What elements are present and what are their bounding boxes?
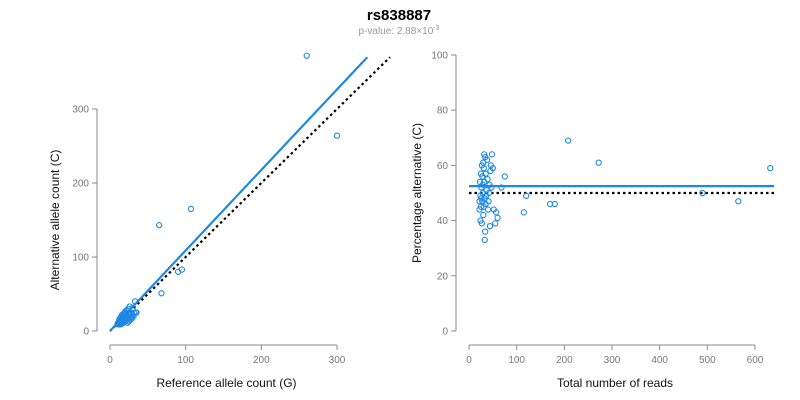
- p-value-exponent: -3: [433, 25, 439, 32]
- y-tick-label: 0: [442, 327, 448, 338]
- data-point: [129, 304, 136, 312]
- data-point: [478, 162, 486, 169]
- data-point: [130, 313, 137, 320]
- data-point: [735, 198, 742, 205]
- data-point: [156, 222, 163, 229]
- data-point: [501, 173, 508, 180]
- x-tick-label: 600: [747, 355, 764, 366]
- data-point: [498, 184, 505, 191]
- y-tick-label: 40: [437, 216, 449, 227]
- data-point: [487, 167, 494, 175]
- y-tick-label: 80: [437, 106, 449, 117]
- p-value-subtitle: p-value: 2.88×10-3: [358, 25, 439, 37]
- data-point: [546, 200, 554, 208]
- data-point: [523, 192, 530, 199]
- data-point: [476, 206, 483, 213]
- data-point: [520, 209, 527, 216]
- data-point: [131, 298, 139, 305]
- y-tick-label: 100: [431, 51, 448, 62]
- p-value-text: p-value: 2.88×10: [358, 26, 433, 37]
- x-tick-label: 100: [508, 355, 525, 366]
- data-point: [481, 151, 488, 158]
- data-point: [333, 132, 341, 139]
- x-tick-label: 400: [651, 355, 668, 366]
- x-tick-label: 200: [556, 355, 573, 366]
- data-point: [476, 178, 484, 186]
- x-tick-label: 0: [107, 355, 113, 366]
- data-point: [481, 236, 488, 244]
- data-point: [477, 217, 484, 224]
- data-point: [174, 268, 182, 275]
- y-tick-label: 60: [437, 161, 449, 172]
- data-point: [480, 211, 487, 219]
- data-point: [303, 52, 310, 59]
- data-point: [476, 198, 483, 205]
- y-tick-label: 200: [72, 179, 89, 190]
- data-point: [494, 214, 501, 221]
- y-tick-label: 300: [72, 105, 89, 116]
- data-point: [482, 228, 489, 235]
- fit-line: [109, 56, 369, 332]
- x-axis-label: Total number of reads: [557, 376, 673, 390]
- data-point: [595, 159, 602, 166]
- data-point: [484, 206, 492, 213]
- y-tick-label: 20: [437, 271, 449, 282]
- data-point: [119, 318, 127, 325]
- data-point: [492, 220, 499, 227]
- x-tick-label: 0: [466, 355, 472, 366]
- data-point: [477, 170, 485, 177]
- data-point: [488, 151, 496, 158]
- data-point: [158, 290, 165, 297]
- reference-dotted-line: [109, 56, 391, 332]
- data-point: [126, 311, 133, 318]
- x-tick-label: 300: [329, 355, 346, 366]
- x-tick-label: 500: [699, 355, 716, 366]
- data-point: [486, 181, 493, 188]
- data-point: [478, 184, 485, 191]
- allele-count-scatter-plot: 0 100 200 300 0 100 200 300 Reference allele cou…: [48, 52, 391, 390]
- y-axis-label: Alternative allele count (C): [48, 150, 62, 291]
- chart-title: rs838887: [367, 7, 431, 24]
- x-axis-label: Reference allele count (G): [156, 376, 296, 390]
- percentage-alternative-scatter-plot: 0 100 200 300 400 500 600 0 20 40 60 80 100 Total num…: [410, 51, 775, 390]
- data-point: [767, 165, 774, 172]
- data-point: [699, 189, 706, 197]
- y-tick-label: 100: [72, 253, 89, 264]
- y-tick-label: 0: [83, 327, 89, 338]
- data-point: [564, 137, 572, 144]
- data-point: [187, 205, 195, 213]
- y-axis-label: Percentage alternative (C): [410, 123, 424, 263]
- data-point: [480, 203, 487, 210]
- x-tick-label: 200: [253, 355, 270, 366]
- data-point: [479, 198, 486, 205]
- data-point: [486, 222, 494, 230]
- x-tick-label: 300: [604, 355, 621, 366]
- x-tick-label: 100: [177, 355, 194, 366]
- data-point: [482, 153, 489, 161]
